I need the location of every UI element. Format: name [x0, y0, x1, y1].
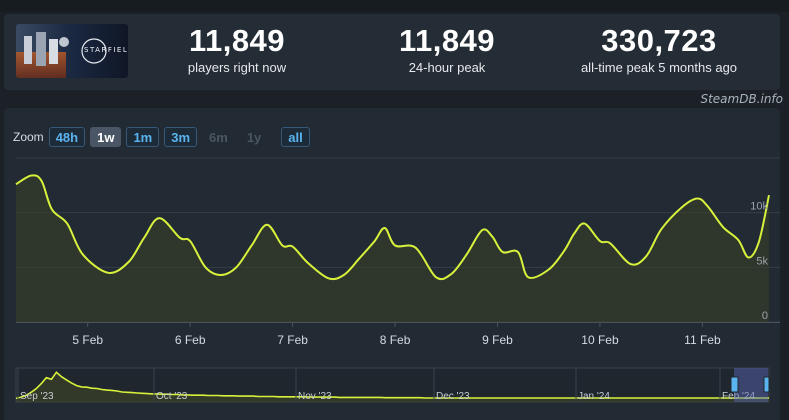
- game-thumbnail[interactable]: STARFIELD: [16, 24, 128, 78]
- player-count-area: [16, 175, 769, 322]
- all-time-peak-label: all-time peak 5 months ago: [580, 60, 738, 75]
- navigator-label: Dec '23: [436, 391, 470, 402]
- current-players-label: players right now: [187, 60, 287, 75]
- stat-all-time-peak: 330,723 all-time peak 5 months ago: [569, 22, 749, 76]
- zoom-1w-button[interactable]: 1w: [90, 127, 122, 147]
- x-axis-ticks: 5 Feb 6 Feb 7 Feb 8 Feb 9 Feb 10 Feb 11 Feb: [72, 322, 721, 347]
- navigator-label: Nov '23: [298, 391, 332, 402]
- zoom-all-button[interactable]: all: [281, 127, 310, 147]
- 24h-peak-value: 11,849: [398, 23, 496, 58]
- navigator-area: [16, 372, 769, 402]
- zoom-3m-button[interactable]: 3m: [164, 127, 198, 147]
- zoom-controls: Zoom 48h 1w 1m 3m 6m 1y all: [13, 126, 315, 148]
- zoom-6m-button: 6m: [209, 130, 228, 145]
- all-time-peak-value: 330,723: [601, 23, 717, 58]
- x-tick-label: 9 Feb: [482, 333, 513, 347]
- y-tick-label: 0: [762, 310, 768, 322]
- game-title: STARFIELD: [84, 46, 128, 54]
- range-navigator[interactable]: Sep '23 Oct '23 Nov '23 Dec '23 Jan '24 Feb '…: [15, 367, 770, 403]
- stat-current-players: 11,849 players right now: [172, 22, 302, 76]
- y-axis-ticks: 0 5k 10k: [750, 201, 768, 322]
- y-tick-label: 5k: [756, 255, 768, 267]
- navigator-left-handle: [730, 376, 739, 393]
- navigator-right-handle: [763, 376, 770, 393]
- steamdb-credit[interactable]: SteamDB.info: [700, 92, 783, 106]
- zoom-label: Zoom: [13, 130, 44, 144]
- top-bar: [0, 0, 789, 12]
- player-count-line: [15, 174, 770, 281]
- zoom-1y-button: 1y: [246, 130, 262, 145]
- navigator-line: [15, 371, 769, 400]
- x-tick-label: 7 Feb: [277, 333, 308, 347]
- current-players-value: 11,849: [188, 23, 286, 58]
- navigator-selection: [734, 368, 768, 402]
- y-tick-label: 10k: [750, 201, 768, 213]
- x-tick-label: 5 Feb: [72, 333, 103, 347]
- navigator-label: Oct '23: [156, 391, 188, 402]
- navigator-label: Jan '24: [578, 391, 610, 402]
- 24h-peak-label: 24-hour peak: [408, 60, 486, 75]
- stats-panel: STARFIELD 11,849 players right now 11,84…: [4, 14, 780, 90]
- navigator-label: Feb '24: [722, 391, 755, 402]
- navigator-label: Sep '23: [20, 391, 54, 402]
- x-tick-label: 8 Feb: [380, 333, 411, 347]
- x-tick-label: 10 Feb: [581, 333, 619, 347]
- stat-24h-peak: 11,849 24-hour peak: [382, 22, 512, 76]
- x-tick-label: 6 Feb: [175, 333, 206, 347]
- zoom-1m-button[interactable]: 1m: [126, 127, 160, 147]
- x-tick-label: 11 Feb: [684, 333, 721, 347]
- zoom-48h-button[interactable]: 48h: [48, 127, 86, 147]
- starfield-art-icon: [16, 24, 128, 78]
